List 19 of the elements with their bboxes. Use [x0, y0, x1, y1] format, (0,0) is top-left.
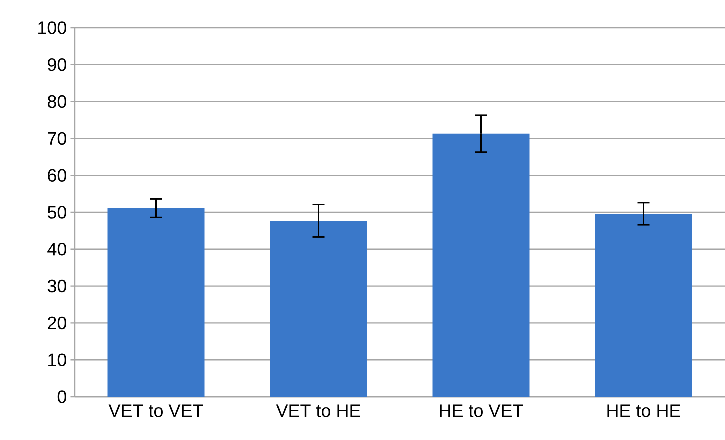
y-tick-label: 60	[48, 169, 67, 182]
y-tick-label: 50	[48, 206, 67, 219]
y-tick-label: 40	[48, 243, 67, 256]
y-tick-label: 100	[38, 22, 67, 34]
y-tick-label: 80	[48, 95, 67, 108]
y-tick-label: 10	[48, 354, 67, 366]
y-tick-label: 90	[48, 58, 67, 72]
bar	[432, 134, 530, 397]
y-tick-label: 0	[58, 390, 67, 404]
y-tick-label: 70	[48, 132, 67, 146]
bar	[108, 208, 205, 397]
bar	[270, 220, 368, 397]
bar	[595, 214, 692, 397]
y-tick-label: 20	[48, 316, 67, 330]
x-tick-label: HE to HE	[608, 404, 680, 418]
x-tick-label: VET to HE	[276, 404, 360, 418]
y-tick-label: 30	[48, 280, 67, 293]
x-tick-label: HE to VET	[440, 404, 524, 418]
x-tick-label: VET to VET	[108, 404, 204, 418]
